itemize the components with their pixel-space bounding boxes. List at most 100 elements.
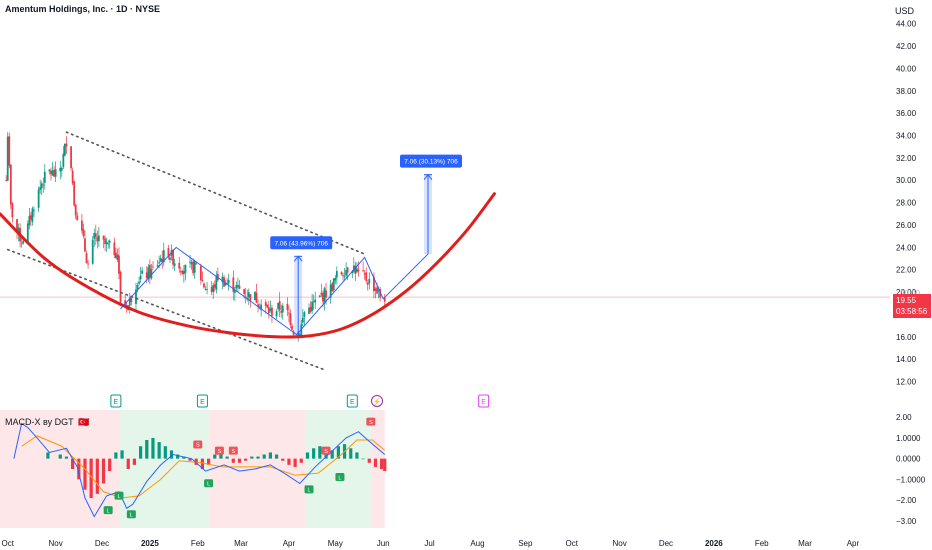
macd-axis-tick-−2.00: −2.00 (896, 496, 917, 505)
earnings-marker-label-0: E (114, 399, 119, 406)
candle-body (193, 260, 196, 273)
candle-body (96, 236, 99, 242)
date-axis-tick-Feb: Feb (191, 539, 205, 548)
trendline-upper (65, 131, 366, 255)
macd-hist-bar (373, 458, 378, 467)
candle-body (374, 288, 377, 291)
candle-body (152, 266, 154, 268)
candle-body (260, 304, 263, 311)
macd-signal-marker-3 (193, 440, 203, 449)
earnings-marker-1 (196, 394, 208, 408)
candle-body (182, 271, 185, 275)
macd-hist-bar (120, 450, 124, 459)
candle-body (235, 285, 238, 289)
price-axis-tick-16.00: 16.00 (896, 333, 917, 342)
earnings-marker-label-3: ⚡ (373, 397, 382, 406)
candle-body (93, 233, 96, 239)
macd-axis-tick-−1.0000: −1.0000 (896, 475, 926, 484)
measure_1-label-bg (270, 236, 333, 250)
date-axis-tick-May: May (328, 539, 343, 548)
candle-body (6, 136, 9, 181)
candle-body (130, 298, 133, 302)
macd-signal-label-7: L (307, 488, 310, 494)
macd-hist-bar (188, 458, 192, 461)
macd-hist-bar (250, 456, 254, 459)
symbol-title[interactable]: Amentum Holdings, Inc. · 1D · NYSE (5, 4, 161, 14)
candle-body (82, 229, 85, 236)
macd-signal-marker-5 (214, 446, 224, 455)
macd-hist-bar (231, 458, 235, 463)
macd-hist-bar (176, 454, 180, 459)
candle-body (309, 307, 312, 312)
macd-hist-bar (157, 442, 161, 459)
ghost-price-tick: 20.00 (900, 289, 920, 298)
candle-body (114, 252, 117, 259)
macd-hist-bar (83, 458, 87, 490)
candle-body (280, 311, 283, 313)
macd-signal-label-6: S (231, 449, 235, 455)
candle-body (150, 269, 153, 279)
candle-body (9, 164, 12, 205)
macd-signal-label-4: L (207, 482, 210, 488)
macd-hist-bar (256, 456, 260, 459)
candle-body (192, 261, 195, 274)
pattern-line-0 (120, 246, 429, 336)
candle-body (281, 305, 284, 313)
macd-indicator-label[interactable]: MACD-X ву DGT 🇹🇷 (5, 417, 89, 428)
macd-hist-bar (361, 458, 365, 460)
candle-body (87, 263, 89, 265)
candle-body (107, 243, 110, 245)
macd-hist-bar (108, 458, 112, 472)
price-axis-tick-30.00: 30.00 (896, 176, 917, 185)
macd-hist-bar (89, 458, 93, 498)
candle-body (215, 275, 218, 290)
candle-body (20, 243, 23, 245)
candle-body (323, 288, 326, 304)
candle-body (156, 265, 159, 267)
date-axis-tick-Sep: Sep (518, 539, 533, 548)
macd-hist-bar (281, 458, 285, 461)
macd-signal-label-9: L (338, 475, 341, 481)
macd-axis-tick-−3.00: −3.00 (896, 517, 917, 526)
macd-signal-label-5: S (218, 449, 222, 455)
macd-hist-bar (145, 440, 149, 459)
macd-hist-bar (293, 458, 297, 467)
candle-body (322, 293, 324, 302)
candle-body (368, 278, 371, 284)
macd-axis-tick-1.0000: 1.0000 (896, 434, 921, 443)
macd-signal-label-8: S (324, 449, 328, 455)
candle-body (203, 283, 205, 288)
macd-hist-bar (225, 456, 229, 459)
candle-body (71, 170, 74, 184)
event-marker-3 (371, 395, 384, 407)
candle-body (190, 262, 193, 265)
macd-hist-bar (71, 458, 75, 469)
candle-body (291, 325, 293, 330)
candle-body (91, 239, 94, 264)
candle-body (249, 294, 252, 301)
date-axis-tick-Mar: Mar (798, 539, 812, 548)
macd-hist-bar (287, 458, 291, 465)
macd-signal-label-0: L (107, 508, 110, 514)
macd-line (13, 422, 386, 518)
candle-body (104, 238, 106, 245)
candle-body (145, 272, 148, 279)
currency-label: USD (894, 6, 914, 16)
macd-hist-bar (380, 458, 384, 469)
candle-body (94, 233, 97, 237)
macd-hist-bar (132, 458, 137, 465)
candle-body (65, 143, 68, 147)
candle-body (172, 250, 174, 265)
date-axis-tick-Dec: Dec (659, 539, 673, 548)
candle-body (84, 238, 86, 252)
macd-signal-marker-2 (126, 510, 136, 519)
last-price-badge: 19.55 03:58:56 (893, 294, 931, 318)
candle-body (53, 169, 55, 177)
candle-body (74, 204, 77, 216)
candle-body (135, 289, 137, 304)
candle-body (189, 261, 191, 263)
candle-body (11, 203, 14, 218)
candle-body (275, 311, 278, 317)
measure_2-label-bg (400, 154, 463, 168)
